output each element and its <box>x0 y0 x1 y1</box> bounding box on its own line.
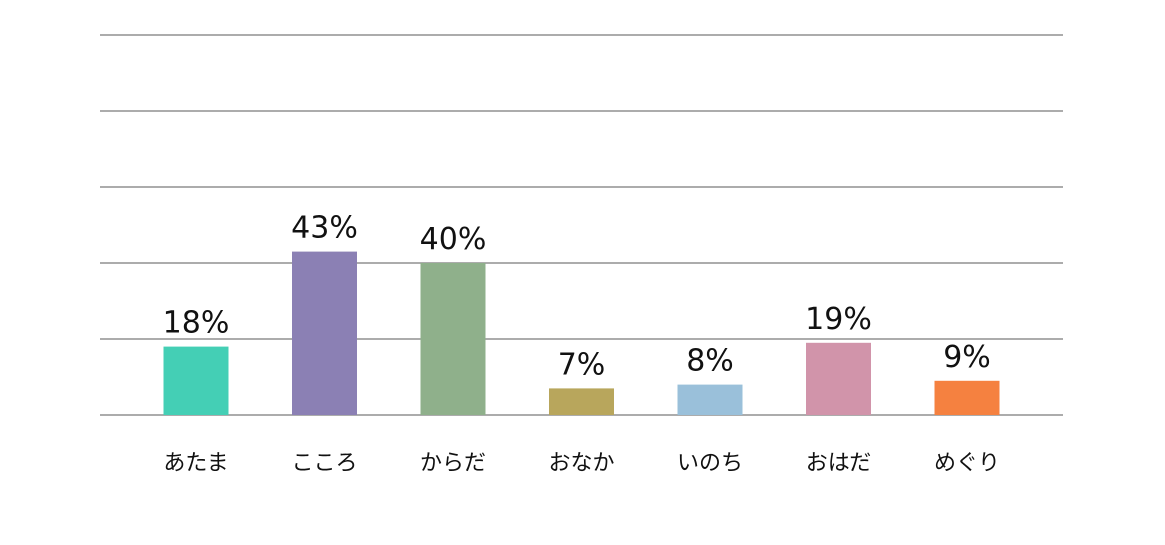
bar <box>420 263 486 415</box>
category-label: いのち <box>677 451 743 476</box>
bar <box>163 346 229 415</box>
bar <box>934 380 1000 415</box>
data-label: 9% <box>943 340 991 375</box>
bars <box>163 251 1000 415</box>
data-label: 18% <box>163 306 230 341</box>
category-label: めぐり <box>934 451 1000 476</box>
category-labels: あたま こころ からだ おなか いのち おはだ めぐり <box>163 451 1000 476</box>
category-label: あたま <box>163 451 228 476</box>
data-labels: 18% 43% 40% 7% 8% 19% 9% <box>163 211 991 383</box>
data-label: 43% <box>291 211 358 246</box>
bar <box>806 342 871 415</box>
category-label: おなか <box>548 451 614 476</box>
data-label: 8% <box>686 344 734 379</box>
data-label: 7% <box>558 347 606 382</box>
data-label: 19% <box>805 302 872 337</box>
category-label: おはだ <box>806 451 872 476</box>
bar <box>292 251 357 415</box>
gridlines <box>100 34 1063 416</box>
category-label: こころ <box>291 451 357 476</box>
data-label: 40% <box>420 222 487 257</box>
bar <box>677 384 743 415</box>
category-label: からだ <box>420 451 486 476</box>
bar <box>549 388 614 415</box>
